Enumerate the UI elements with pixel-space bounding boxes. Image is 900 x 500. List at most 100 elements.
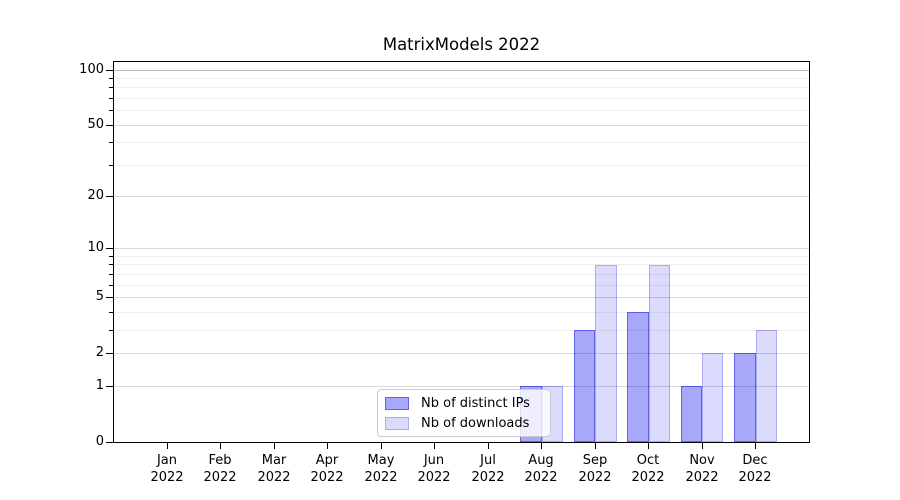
x-tick-label-jul: Jul 2022 xyxy=(446,452,530,486)
y-tick-2 xyxy=(106,353,113,354)
y-tick-100 xyxy=(106,70,113,71)
x-tick-year: 2022 xyxy=(150,470,184,485)
y-tick-label-50: 50 xyxy=(87,117,104,132)
bar-downloads-nov xyxy=(702,353,724,442)
y-tick-0 xyxy=(106,442,113,443)
y-tick-10 xyxy=(106,248,113,249)
x-tick-may xyxy=(381,443,382,449)
x-tick-label-sep: Sep 2022 xyxy=(553,452,637,486)
x-tick-month: Feb xyxy=(208,453,232,468)
x-tick-month: Mar xyxy=(261,453,287,468)
y-minor-tick-6 xyxy=(109,285,113,286)
y-tick-label-5: 5 xyxy=(95,289,104,304)
x-tick-year: 2022 xyxy=(364,470,398,485)
bar-distinct-ips-sep xyxy=(573,330,596,442)
x-tick-label-feb: Feb 2022 xyxy=(178,452,262,486)
x-tick-year: 2022 xyxy=(310,470,344,485)
y-minor-tick-9 xyxy=(109,256,113,257)
y-tick-5 xyxy=(106,297,113,298)
x-tick-label-may: May 2022 xyxy=(339,452,423,486)
gridline-minor-y-4 xyxy=(114,312,809,313)
plot-area xyxy=(113,61,810,443)
x-tick-year: 2022 xyxy=(685,470,719,485)
bar-downloads-sep xyxy=(595,264,617,442)
legend-label-distinct-ips: Nb of distinct IPs xyxy=(421,395,530,411)
x-tick-month: Apr xyxy=(315,453,339,468)
x-tick-label-mar: Mar 2022 xyxy=(232,452,316,486)
x-tick-jul xyxy=(488,443,489,449)
x-tick-label-dec: Dec 2022 xyxy=(713,452,797,486)
y-tick-label-10: 10 xyxy=(87,240,104,255)
gridline-minor-y-80 xyxy=(114,87,809,88)
y-minor-tick-4 xyxy=(109,312,113,313)
x-tick-month: Aug xyxy=(528,453,554,468)
bar-downloads-dec xyxy=(755,330,777,442)
x-tick-oct xyxy=(648,443,649,449)
gridline-minor-y-7 xyxy=(114,274,809,275)
x-tick-label-aug: Aug 2022 xyxy=(499,452,583,486)
gridline-y-5 xyxy=(114,297,809,298)
x-tick-month: Jan xyxy=(156,453,178,468)
legend-label-downloads: Nb of downloads xyxy=(421,415,530,431)
x-tick-year: 2022 xyxy=(738,470,772,485)
y-minor-tick-80 xyxy=(109,87,113,88)
y-minor-tick-8 xyxy=(109,264,113,265)
y-minor-tick-30 xyxy=(109,165,113,166)
x-tick-label-oct: Oct 2022 xyxy=(606,452,690,486)
gridline-y-20 xyxy=(114,196,809,197)
legend-entry-distinct-ips: Nb of distinct IPs xyxy=(385,394,543,412)
y-minor-tick-7 xyxy=(109,274,113,275)
gridline-minor-y-3 xyxy=(114,330,809,331)
legend-swatch-downloads-icon xyxy=(385,416,409,430)
gridline-minor-y-40 xyxy=(114,142,809,143)
y-minor-tick-70 xyxy=(109,98,113,99)
x-tick-month: Dec xyxy=(742,453,768,468)
gridline-minor-y-60 xyxy=(114,110,809,111)
y-tick-20 xyxy=(106,196,113,197)
y-minor-tick-90 xyxy=(109,78,113,79)
y-tick-label-100: 100 xyxy=(79,62,104,77)
gridline-minor-y-30 xyxy=(114,165,809,166)
x-tick-label-nov: Nov 2022 xyxy=(660,452,744,486)
x-tick-dec xyxy=(755,443,756,449)
chart-title: MatrixModels 2022 xyxy=(382,35,541,54)
y-tick-label-2: 2 xyxy=(95,345,104,360)
gridline-minor-y-9 xyxy=(114,256,809,257)
y-tick-50 xyxy=(106,125,113,126)
bar-distinct-ips-nov xyxy=(680,386,703,442)
x-tick-year: 2022 xyxy=(417,470,451,485)
x-tick-label-jan: Jan 2022 xyxy=(125,452,209,486)
x-tick-label-apr: Apr 2022 xyxy=(285,452,369,486)
x-tick-year: 2022 xyxy=(203,470,237,485)
x-tick-month: Nov xyxy=(689,453,715,468)
x-tick-month: Sep xyxy=(582,453,608,468)
gridline-y-1 xyxy=(114,386,809,387)
x-tick-month: Jul xyxy=(480,453,496,468)
gridline-minor-y-90 xyxy=(114,78,809,79)
gridline-y-10 xyxy=(114,248,809,249)
y-tick-label-1: 1 xyxy=(95,378,104,393)
x-tick-jun xyxy=(434,443,435,449)
y-minor-tick-3 xyxy=(109,330,113,331)
legend-entry-downloads: Nb of downloads xyxy=(385,414,543,432)
y-tick-label-0: 0 xyxy=(95,434,104,449)
legend-swatch-distinct-ips-icon xyxy=(385,396,409,410)
gridline-y-100 xyxy=(114,70,809,71)
x-tick-nov xyxy=(702,443,703,449)
x-tick-month: Jun xyxy=(423,453,445,468)
gridline-y-50 xyxy=(114,125,809,126)
x-tick-mar xyxy=(274,443,275,449)
x-tick-jan xyxy=(167,443,168,449)
x-tick-aug xyxy=(541,443,542,449)
gridline-y-2 xyxy=(114,353,809,354)
bar-distinct-ips-oct xyxy=(627,312,649,442)
x-tick-feb xyxy=(220,443,221,449)
legend: Nb of distinct IPs Nb of downloads xyxy=(377,389,551,437)
x-tick-month: May xyxy=(367,453,395,468)
x-tick-year: 2022 xyxy=(257,470,291,485)
x-tick-label-jun: Jun 2022 xyxy=(392,452,476,486)
y-minor-tick-60 xyxy=(109,110,113,111)
x-tick-year: 2022 xyxy=(631,470,665,485)
x-tick-year: 2022 xyxy=(524,470,558,485)
x-tick-year: 2022 xyxy=(578,470,612,485)
